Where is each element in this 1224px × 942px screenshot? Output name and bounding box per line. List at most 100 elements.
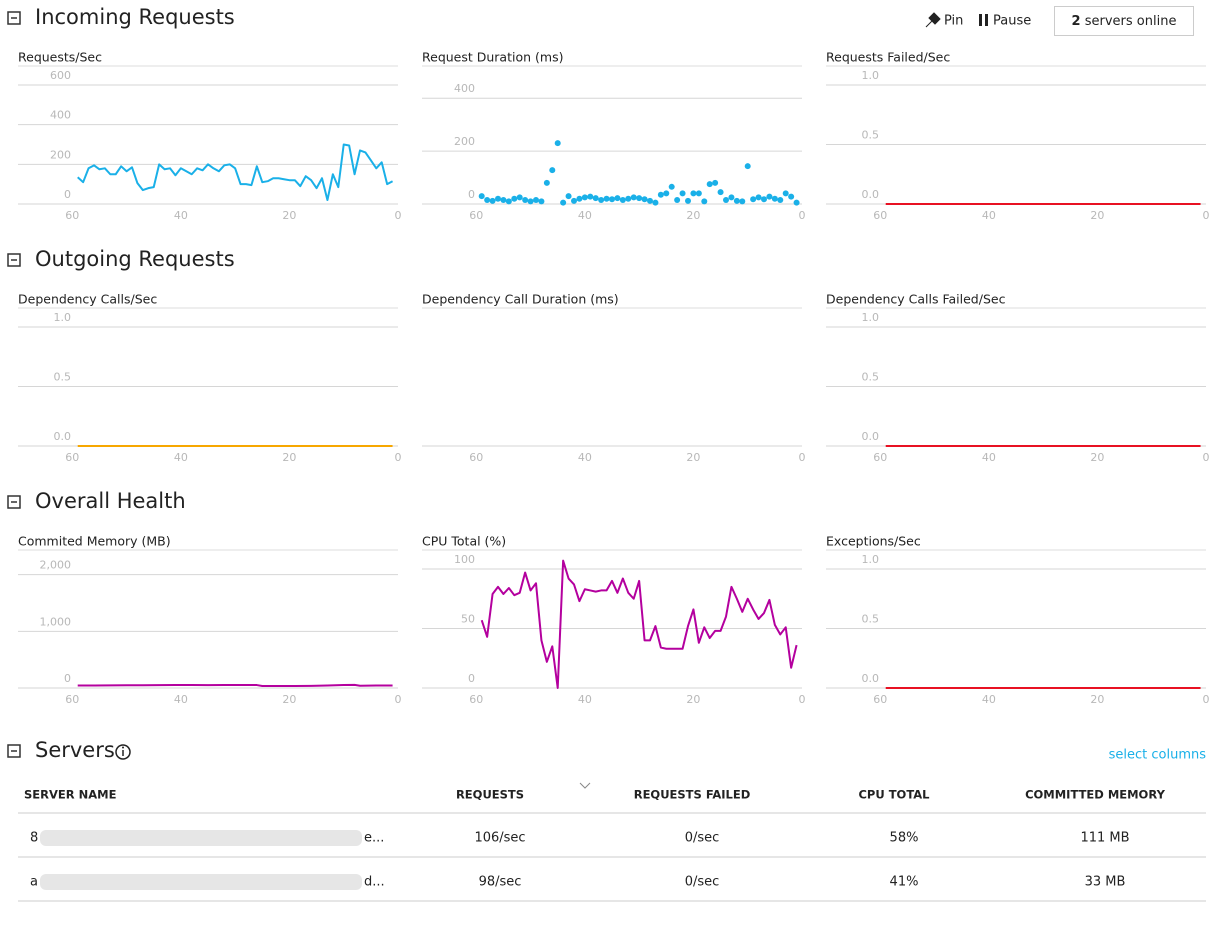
data-point	[544, 180, 550, 186]
data-point	[614, 195, 620, 201]
y-tick-label: 1.0	[862, 553, 880, 566]
select-columns-link[interactable]: select columns	[1109, 748, 1207, 763]
server-name-end: e...	[364, 831, 384, 846]
series-line	[78, 145, 393, 201]
data-point	[582, 194, 588, 200]
data-point	[761, 196, 767, 202]
data-point	[587, 194, 593, 200]
pause-label: Pause	[993, 14, 1031, 29]
x-tick-label: 0	[395, 209, 402, 222]
chart: Dependency Calls Failed/Sec60402000.00.5…	[826, 292, 1210, 465]
cell: 41%	[890, 875, 919, 890]
data-point	[723, 197, 729, 203]
data-point	[636, 195, 642, 201]
chart: Exceptions/Sec60402000.00.51.0	[826, 534, 1210, 707]
pause-icon	[985, 14, 988, 26]
pause-icon	[979, 14, 982, 26]
servers-online-button[interactable]: 2 servers online	[1055, 7, 1194, 36]
x-tick-label: 20	[282, 209, 296, 222]
servers-online: 2 servers online	[1072, 14, 1177, 29]
data-point	[772, 196, 778, 202]
section-title: Incoming Requests	[35, 5, 235, 29]
data-point	[555, 140, 561, 146]
data-point	[756, 194, 762, 200]
redacted-name	[40, 830, 362, 846]
x-tick-label: 40	[174, 693, 188, 706]
y-tick-label: 100	[454, 553, 475, 566]
x-tick-label: 0	[799, 209, 806, 222]
chart-title: Dependency Call Duration (ms)	[422, 292, 619, 307]
cell: 33 MB	[1085, 875, 1126, 890]
chart-title: Exceptions/Sec	[826, 534, 921, 549]
data-point	[663, 190, 669, 196]
cell: 0/sec	[685, 831, 720, 846]
data-point	[794, 200, 800, 206]
data-point	[745, 163, 751, 169]
sort-chevron[interactable]	[580, 783, 590, 788]
server-name-start: 8	[30, 831, 38, 846]
y-tick-label: 1,000	[40, 615, 72, 628]
x-tick-label: 20	[686, 693, 700, 706]
chart-title: Requests/Sec	[18, 50, 102, 65]
data-point	[484, 197, 490, 203]
y-tick-label: 400	[50, 109, 71, 122]
pause-button[interactable]: Pause	[979, 14, 1031, 29]
data-point	[571, 198, 577, 204]
data-point	[538, 198, 544, 204]
data-point	[707, 181, 713, 187]
collapse-icons[interactable]	[8, 12, 20, 757]
x-tick-label: 60	[873, 451, 887, 464]
y-tick-label: 2,000	[40, 559, 72, 572]
column-header: CPU TOTAL	[858, 788, 930, 802]
chart-title: Dependency Calls Failed/Sec	[826, 292, 1006, 307]
y-tick-label: 0.5	[862, 613, 880, 626]
x-tick-label: 0	[799, 693, 806, 706]
x-tick-label: 40	[982, 693, 996, 706]
y-tick-label: 1.0	[862, 69, 880, 82]
data-point	[685, 198, 691, 204]
x-tick-label: 60	[469, 209, 483, 222]
data-point	[766, 194, 772, 200]
y-tick-label: 0.0	[862, 430, 880, 443]
x-tick-label: 40	[982, 451, 996, 464]
chart-title: Dependency Calls/Sec	[18, 292, 157, 307]
server-name-start: a	[30, 875, 38, 890]
chart-title: Request Duration (ms)	[422, 50, 563, 65]
data-point	[604, 196, 610, 202]
data-point	[506, 198, 512, 204]
cell: 0/sec	[685, 875, 720, 890]
data-point	[511, 196, 517, 202]
server-name-end: d...	[364, 875, 385, 890]
pin-button[interactable]: Pin	[926, 13, 963, 29]
y-tick-label: 0	[468, 672, 475, 685]
y-tick-label: 0	[468, 188, 475, 201]
pin-icon	[926, 13, 940, 27]
data-point	[777, 197, 783, 203]
table-row: ad...98/sec0/sec41%33 MB	[18, 874, 1206, 901]
y-tick-label: 50	[461, 613, 475, 626]
servers-table: SERVER NAMEREQUESTSREQUESTS FAILEDCPU TO…	[18, 788, 1206, 902]
x-tick-label: 60	[65, 209, 79, 222]
data-point	[490, 198, 496, 204]
data-point	[549, 167, 555, 173]
x-tick-label: 0	[1203, 209, 1210, 222]
x-tick-label: 20	[686, 451, 700, 464]
x-tick-label: 60	[65, 451, 79, 464]
column-header: SERVER NAME	[24, 788, 117, 802]
data-point	[750, 196, 756, 202]
x-tick-label: 20	[282, 451, 296, 464]
cell: 111 MB	[1080, 831, 1129, 846]
section-title: Servers	[35, 738, 115, 762]
x-tick-label: 40	[174, 209, 188, 222]
x-tick-label: 60	[65, 693, 79, 706]
x-tick-label: 20	[1090, 451, 1104, 464]
data-point	[593, 195, 599, 201]
data-point	[609, 196, 615, 202]
data-point	[620, 197, 626, 203]
column-header: REQUESTS FAILED	[634, 788, 751, 802]
chart-title: Requests Failed/Sec	[826, 50, 950, 65]
y-tick-label: 0.5	[862, 129, 880, 142]
info-icon[interactable]	[116, 745, 130, 759]
x-tick-label: 0	[1203, 693, 1210, 706]
table-row: 8e...106/sec0/sec58%111 MB	[18, 830, 1206, 857]
